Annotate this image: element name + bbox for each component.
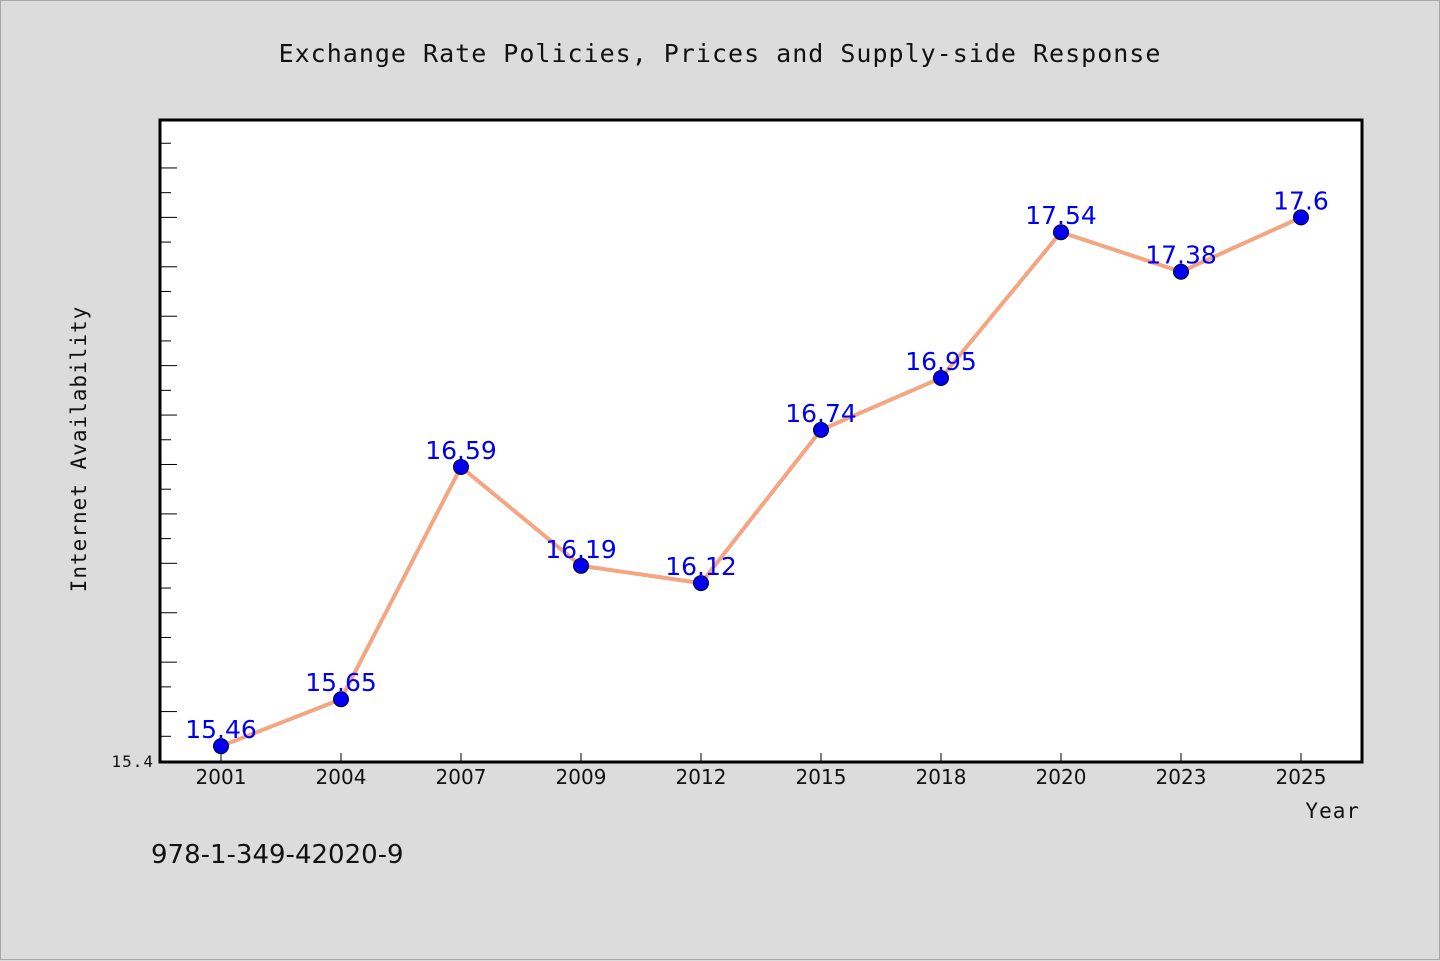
data-point xyxy=(813,421,829,438)
y-tick-label: 15.4 xyxy=(111,752,154,771)
data-label: 16.12 xyxy=(665,552,737,581)
x-tick-label: 2020 xyxy=(1036,765,1087,789)
data-point xyxy=(453,458,469,475)
plot-area xyxy=(158,118,1364,764)
x-tick-label: 2004 xyxy=(316,765,367,789)
chart-title: Exchange Rate Policies, Prices and Suppl… xyxy=(279,39,1162,68)
data-label: 16.19 xyxy=(545,535,617,564)
x-axis-label: Year xyxy=(1305,799,1360,823)
data-label: 17.6 xyxy=(1273,186,1329,215)
data-label: 16.74 xyxy=(785,399,857,428)
x-axis-ticks: 2001 2004 2007 2009 2012 2015 2018 2020 2023 2025 xyxy=(196,753,1327,789)
data-label: 17.54 xyxy=(1025,201,1097,230)
data-point xyxy=(213,738,229,755)
data-point xyxy=(573,557,589,574)
data-labels: 15.46 15.65 16.59 16.19 16.12 16.74 16.95 17.54… xyxy=(185,186,1329,744)
series-line xyxy=(220,215,1302,749)
data-point xyxy=(333,691,349,708)
y-axis-ticks: 15.4 xyxy=(111,142,177,771)
data-point xyxy=(1053,224,1069,241)
x-tick-label: 2023 xyxy=(1156,765,1207,789)
x-tick-label: 2001 xyxy=(196,765,247,789)
x-tick-label: 2009 xyxy=(556,765,607,789)
data-point xyxy=(1173,263,1189,280)
x-tick-label: 2007 xyxy=(436,765,487,789)
data-point xyxy=(1293,209,1309,226)
data-point xyxy=(693,575,709,592)
data-label: 17.38 xyxy=(1145,241,1217,270)
data-label: 15.65 xyxy=(305,668,377,697)
x-tick-label: 2025 xyxy=(1276,765,1327,789)
x-tick-label: 2015 xyxy=(796,765,847,789)
isbn-label: 978-1-349-42020-9 xyxy=(151,840,404,870)
data-label: 15.46 xyxy=(185,715,257,744)
data-label: 16.95 xyxy=(905,347,977,376)
data-point xyxy=(933,369,949,386)
data-label: 16.59 xyxy=(425,436,497,465)
x-tick-label: 2018 xyxy=(916,765,967,789)
y-axis-label: Internet Availability xyxy=(67,306,91,593)
data-series xyxy=(213,209,1309,755)
x-tick-label: 2012 xyxy=(676,765,727,789)
